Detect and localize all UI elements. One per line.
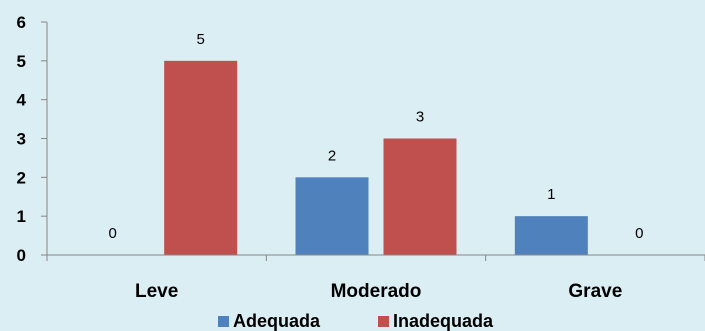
bar-inadequada-leve (164, 60, 238, 256)
y-tick-label-0: 0 (17, 246, 26, 265)
x-tick-label-leve: Leve (135, 281, 178, 302)
x-tick-label-moderado: Moderado (331, 281, 422, 302)
bar-adequada-grave (514, 216, 588, 255)
y-tick-label-2: 2 (17, 168, 26, 187)
bars: 0 5 2 3 1 0 (108, 31, 644, 256)
data-label-inadequada-moderado: 3 (416, 109, 424, 126)
axes (41, 21, 705, 261)
category-labels: Leve Moderado Grave (135, 281, 622, 302)
legend-swatch-adequada (218, 316, 229, 327)
data-label-inadequada-grave: 0 (635, 225, 643, 242)
y-axis-ticks: 0 1 2 3 4 5 6 (17, 13, 27, 265)
legend-swatch-inadequada (378, 316, 389, 327)
data-label-inadequada-leve: 5 (196, 31, 204, 48)
legend-label-adequada: Adequada (233, 311, 321, 331)
data-label-adequada-moderado: 2 (328, 147, 336, 164)
legend: Adequada Inadequada (218, 311, 494, 331)
data-label-adequada-grave: 1 (547, 186, 555, 203)
legend-label-inadequada: Inadequada (393, 311, 494, 331)
y-tick-label-1: 1 (17, 207, 26, 226)
y-tick-label-5: 5 (17, 52, 26, 71)
y-tick-label-3: 3 (17, 130, 26, 149)
bar-inadequada-moderado (383, 138, 457, 255)
x-tick-label-grave: Grave (568, 281, 622, 302)
y-tick-label-4: 4 (17, 91, 27, 110)
y-tick-label-6: 6 (17, 13, 26, 32)
data-label-adequada-leve: 0 (108, 225, 116, 242)
bar-adequada-moderado (295, 177, 369, 255)
